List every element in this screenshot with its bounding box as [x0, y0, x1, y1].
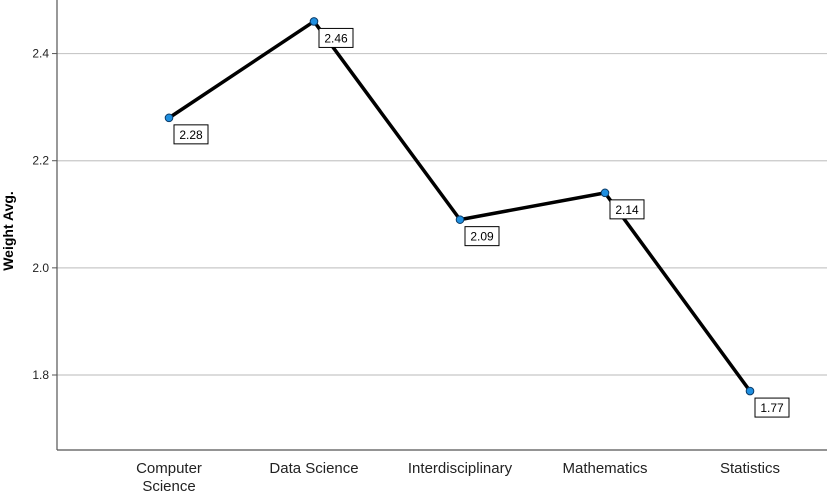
data-label: 2.46 — [318, 27, 354, 48]
data-label-text: 2.14 — [615, 203, 639, 217]
y-tick-label: 2.0 — [32, 261, 49, 275]
series-line — [168, 19, 752, 393]
data-labels: 2.28 2.46 2.09 2.14 1.77 — [173, 27, 790, 418]
x-tick-label: Data Science — [269, 460, 358, 477]
y-tick-label: 1.8 — [32, 368, 49, 382]
x-tick-label: Computer Science — [136, 460, 202, 492]
y-axis-title: Weight Avg. — [0, 191, 16, 271]
x-tick-label: Interdisciplinary — [408, 460, 513, 477]
x-tick-labels: Computer Science Data Science Interdiscipli… — [136, 460, 780, 495]
data-point — [309, 17, 319, 26]
data-point — [600, 188, 610, 198]
data-label: 2.14 — [609, 199, 645, 220]
x-tick-label: Mathematics — [562, 460, 647, 477]
data-label-box — [173, 124, 209, 145]
data-point — [455, 215, 465, 224]
axes — [56, 0, 827, 451]
data-label-text: 2.28 — [179, 128, 203, 142]
data-label: 2.28 — [173, 124, 209, 145]
data-label-box — [754, 397, 790, 418]
y-tick-labels: 1.8 2.0 2.2 2.4 — [32, 47, 49, 382]
y-tick-label: 2.2 — [32, 154, 49, 168]
gridlines — [52, 52, 827, 376]
x-tick-label: Statistics — [720, 460, 780, 477]
data-label-text: 1.77 — [760, 401, 784, 415]
y-tick-label: 2.4 — [32, 47, 49, 61]
data-label-text: 2.09 — [470, 230, 494, 244]
data-label-text: 2.46 — [324, 31, 348, 45]
data-label-box — [464, 226, 500, 247]
data-point — [745, 386, 755, 396]
data-points — [164, 17, 755, 396]
data-label: 1.77 — [754, 397, 790, 418]
data-point — [164, 113, 174, 123]
data-label: 2.09 — [464, 226, 500, 247]
data-label-box — [609, 199, 645, 220]
series-polyline — [168, 19, 752, 393]
data-label-box — [318, 27, 354, 48]
